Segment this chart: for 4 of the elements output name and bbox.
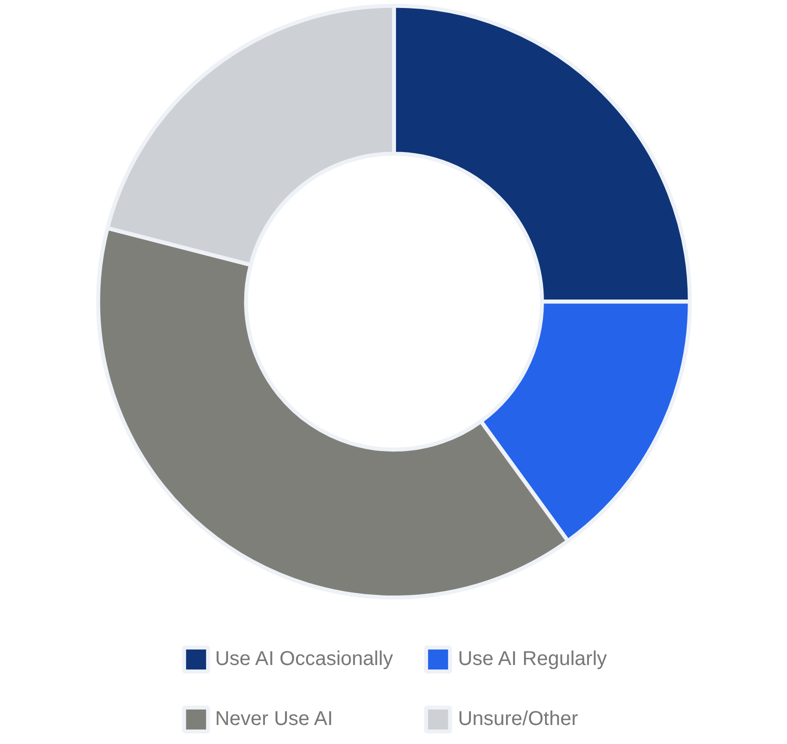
legend-label: Use AI Occasionally — [215, 648, 393, 670]
legend-label: Unsure/Other — [458, 708, 578, 730]
legend-label: Use AI Regularly — [458, 648, 607, 670]
legend-label: Never Use AI — [215, 708, 333, 730]
